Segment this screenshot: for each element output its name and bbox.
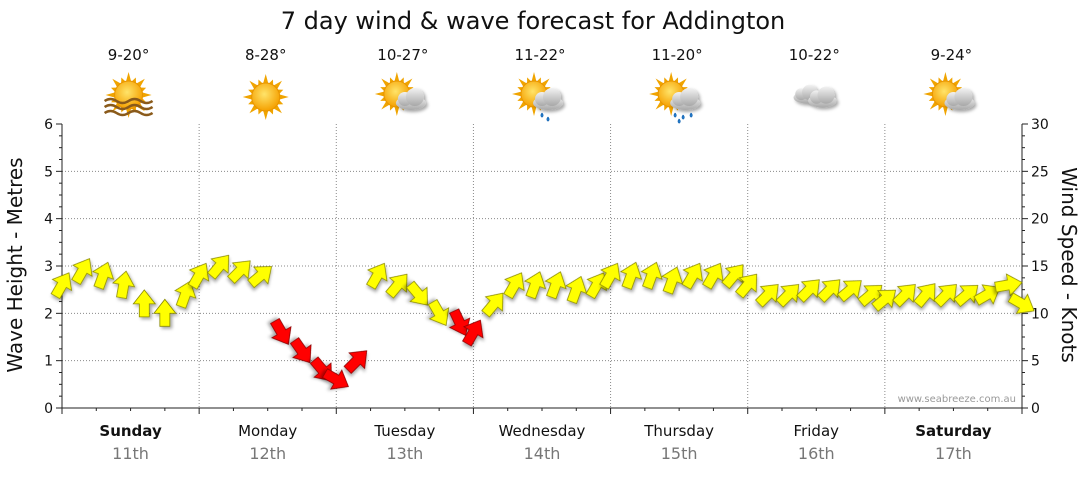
wind-arrow xyxy=(681,262,703,290)
y-left-tick-label: 1 xyxy=(44,354,53,370)
wind-arrow xyxy=(462,319,484,347)
chart-axes: 0 1 2 3 4 5 6 0 5 10 15 20 25 30 xyxy=(44,117,1049,417)
wind-arrow xyxy=(226,260,251,285)
wind-arrow xyxy=(775,284,800,308)
day-date-label: 15th xyxy=(661,444,698,463)
day-name-label: Friday xyxy=(794,422,840,440)
y-left-tick-label: 0 xyxy=(44,401,53,417)
day-temperature-range: 11-20° xyxy=(652,46,703,64)
day-name-label: Saturday xyxy=(915,422,992,440)
y-axis-right-label: Wind Speed - Knots xyxy=(1057,167,1080,363)
wind-arrow xyxy=(50,272,73,300)
wind-arrow xyxy=(343,350,368,374)
wind-arrow xyxy=(721,264,744,290)
day-labels: Sunday 11th Monday 12th Tuesday 13th Wednesday… xyxy=(99,422,991,463)
wind-arrow xyxy=(481,292,504,318)
wind-arrow xyxy=(734,273,758,299)
wind-arrow xyxy=(754,284,779,308)
y-left-tick-label: 5 xyxy=(44,164,53,180)
day-temperature-range: 9-24° xyxy=(931,46,973,64)
y-left-tick-label: 4 xyxy=(44,212,53,228)
wind-arrow xyxy=(448,308,471,337)
wind-arrow xyxy=(892,284,916,308)
wind-arrow xyxy=(565,275,588,305)
sun-icon xyxy=(242,74,289,120)
sun-cloud-icon xyxy=(923,72,975,116)
day-date-label: 14th xyxy=(524,444,561,463)
wind-arrow xyxy=(405,280,428,306)
day-date-label: 16th xyxy=(798,444,835,463)
y-right-tick-label: 10 xyxy=(1031,306,1049,322)
wind-arrow xyxy=(132,289,157,318)
wind-arrow xyxy=(1007,292,1035,314)
day-temperature-range: 8-28° xyxy=(245,46,287,64)
wind-arrow xyxy=(270,317,292,345)
sun-cloud-icon xyxy=(374,72,426,116)
wind-arrow xyxy=(973,284,1001,306)
wind-arrow xyxy=(796,279,820,303)
y-right-tick-label: 15 xyxy=(1031,259,1049,275)
sun-cloud-showers-icon xyxy=(512,72,563,122)
day-date-label: 11th xyxy=(112,444,149,463)
day-date-label: 17th xyxy=(935,444,972,463)
y-left-tick-label: 3 xyxy=(44,259,53,275)
wind-arrow xyxy=(599,262,621,290)
wind-arrow xyxy=(112,270,136,300)
chart-title: 7 day wind & wave forecast for Addington xyxy=(281,7,786,35)
wind-arrow xyxy=(91,261,115,290)
wind-arrow xyxy=(206,254,230,280)
day-name-label: Sunday xyxy=(99,422,162,440)
wind-arrow xyxy=(816,279,841,303)
wind-arrow xyxy=(661,266,684,295)
day-name-label: Wednesday xyxy=(499,422,586,440)
wind-arrow xyxy=(640,261,663,290)
wind-arrow xyxy=(523,271,547,300)
wind-arrow xyxy=(953,284,979,308)
sun-cloud-rain-icon xyxy=(649,72,701,124)
wind-arrow xyxy=(544,271,567,300)
day-name-label: Thursday xyxy=(643,422,714,440)
day-temperature-range: 11-22° xyxy=(514,46,565,64)
day-temperature-range: 10-22° xyxy=(789,46,840,64)
y-right-tick-label: 30 xyxy=(1031,117,1049,133)
wind-arrow xyxy=(174,280,197,309)
wind-arrow xyxy=(994,273,1023,297)
wind-arrow xyxy=(385,273,408,299)
day-name-label: Tuesday xyxy=(373,422,435,440)
y-axis-left-label: Wave Height - Metres xyxy=(3,157,27,372)
sun-haze-icon xyxy=(103,72,154,118)
y-right-tick-label: 25 xyxy=(1031,164,1049,180)
day-date-label: 13th xyxy=(386,444,423,463)
y-left-tick-label: 6 xyxy=(44,117,53,133)
day-temperature-range: 9-20° xyxy=(108,46,150,64)
day-name-label: Monday xyxy=(238,422,297,440)
day-temperature-range: 10-27° xyxy=(377,46,428,64)
wind-arrow xyxy=(702,262,724,290)
wind-arrow xyxy=(933,284,957,308)
wind-arrow xyxy=(427,299,450,327)
y-right-tick-label: 0 xyxy=(1031,401,1040,417)
wind-arrows xyxy=(50,254,1035,390)
y-right-tick-label: 5 xyxy=(1031,354,1040,370)
wind-arrow xyxy=(71,258,93,286)
y-right-tick-label: 20 xyxy=(1031,212,1049,228)
wind-arrow xyxy=(366,262,388,290)
wind-arrow xyxy=(289,337,312,364)
wind-arrow xyxy=(857,284,883,308)
daily-forecast-row: 9-20° 8-28° 10-27° 11-22° 11-20° 10-22° 9-24° xyxy=(103,46,975,124)
wind-arrow xyxy=(619,261,643,290)
wind-arrow xyxy=(836,280,862,303)
wind-arrow xyxy=(187,262,210,290)
wind-arrow xyxy=(321,368,349,390)
day-date-label: 12th xyxy=(249,444,286,463)
watermark: www.seabreeze.com.au xyxy=(898,394,1016,405)
cloud-icon xyxy=(793,84,837,108)
wind-arrow xyxy=(153,298,177,327)
wind-arrow xyxy=(503,272,525,300)
y-left-tick-label: 2 xyxy=(44,306,53,322)
wind-arrow xyxy=(913,283,936,309)
wind-arrow xyxy=(247,266,273,289)
